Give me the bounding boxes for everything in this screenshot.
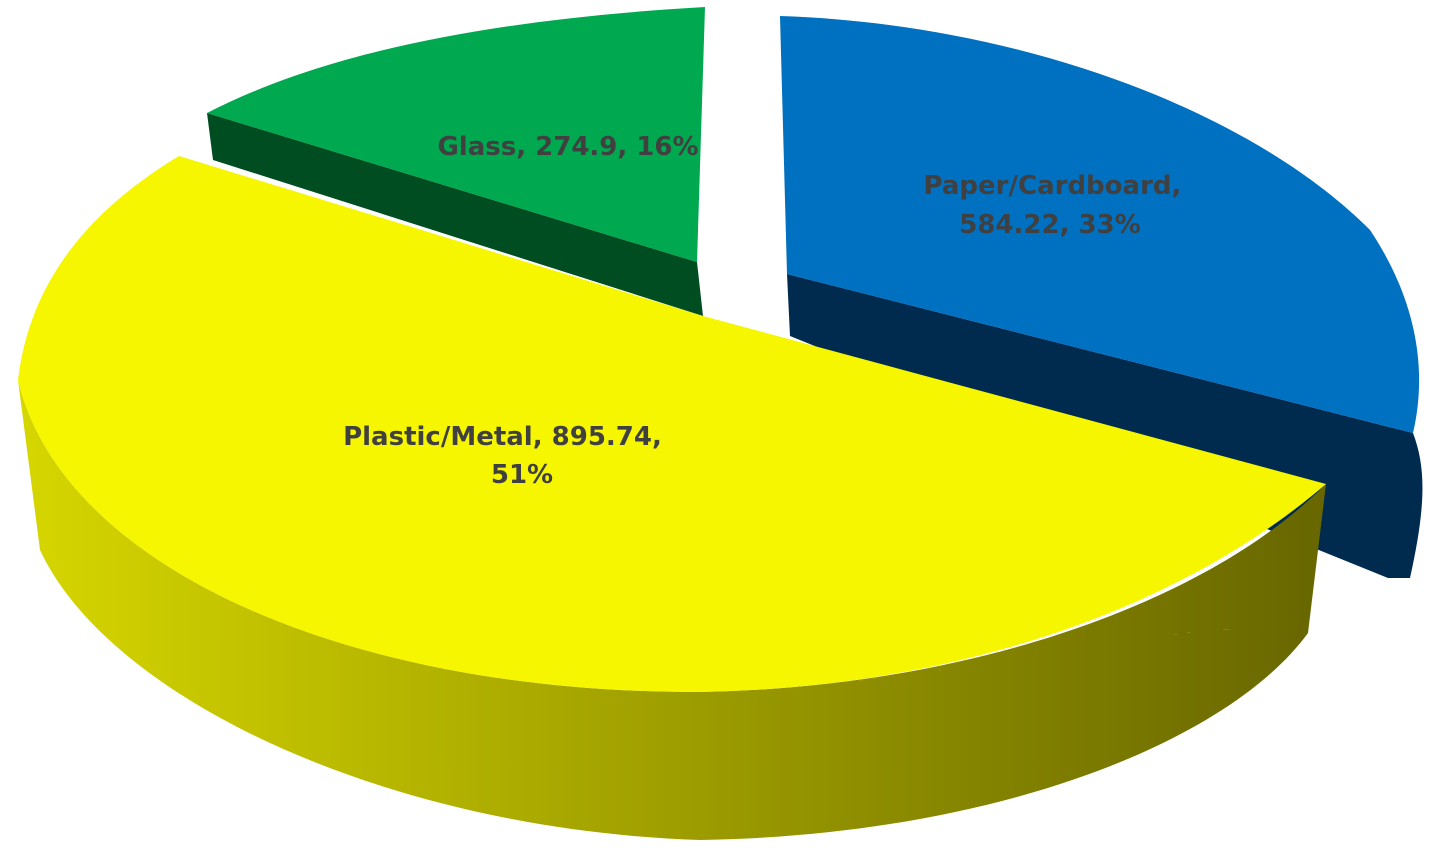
label-paper-cardboard-line-2: 584.22, 33% — [959, 210, 1141, 240]
data-labels: Glass, 274.9, 16% Paper/Cardboard, 584.2… — [343, 132, 1191, 490]
label-glass-line-1: Glass, 274.9, 16% — [437, 132, 698, 162]
label-plastic-metal-line-1: Plastic/Metal, 895.74, — [343, 422, 662, 452]
slice-glass-top — [207, 7, 705, 262]
slice-glass-side — [207, 113, 703, 316]
slice-plastic-metal-top — [18, 156, 1326, 692]
label-glass: Glass, 274.9, 16% — [437, 132, 698, 162]
label-paper-cardboard: Paper/Cardboard, 584.22, 33% — [924, 171, 1191, 240]
label-plastic-metal: Plastic/Metal, 895.74, 51% — [343, 422, 671, 490]
slice-paper-cardboard-top — [780, 16, 1420, 433]
slice-plastic-metal-side — [18, 380, 1326, 840]
label-paper-cardboard-line-1: Paper/Cardboard, — [924, 171, 1182, 201]
label-plastic-metal-line-2: 51% — [491, 460, 553, 490]
slice-glass[interactable] — [207, 7, 705, 316]
slice-plastic-metal[interactable] — [18, 156, 1326, 840]
